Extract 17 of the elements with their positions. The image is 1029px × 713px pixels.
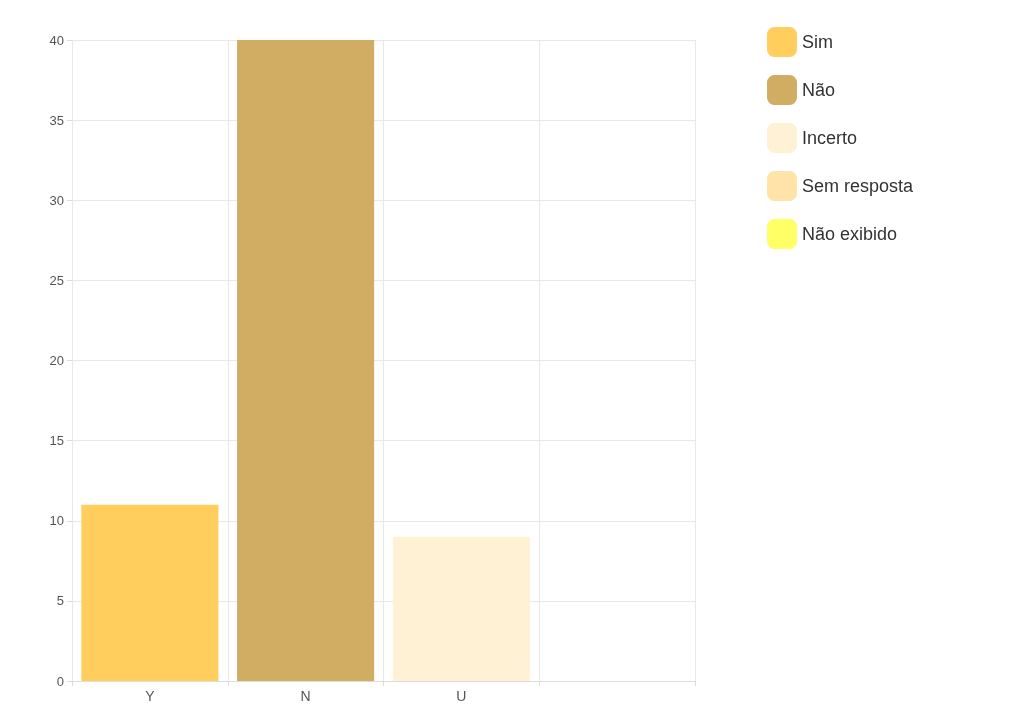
y-tick-label: 15 [49, 433, 64, 449]
legend-label: Incerto [802, 128, 858, 148]
y-tick-label: 35 [49, 112, 64, 128]
legend-label: Sim [802, 32, 833, 52]
x-tick-label: U [456, 688, 467, 704]
y-tick-label: 0 [56, 673, 64, 689]
y-tick-label: 20 [49, 353, 64, 368]
y-tick-label: 5 [56, 593, 64, 609]
y-tick-label: 30 [49, 192, 64, 208]
y-tick-label: 10 [49, 513, 64, 529]
legend-label: Não [802, 80, 836, 100]
legend-label: Não exibido [802, 224, 898, 244]
x-tick-label: Y [145, 688, 156, 704]
y-tick-label: 40 [49, 32, 64, 48]
legend-label: Sem resposta [802, 176, 915, 196]
x-tick-label: N [300, 688, 311, 704]
y-tick-label: 25 [49, 272, 64, 288]
